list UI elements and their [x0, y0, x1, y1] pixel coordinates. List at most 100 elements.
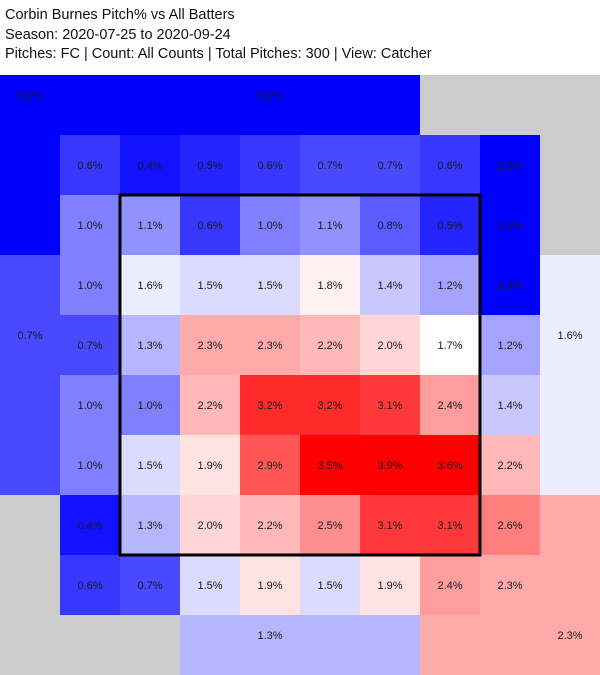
- chart-header: Corbin Burnes Pitch% vs All Batters Seas…: [5, 6, 432, 65]
- cell-label-r7-c5: 2.5%: [317, 520, 342, 532]
- heatmap-cell-r7-c8: [480, 495, 540, 555]
- heatmap-cell-r8-c8: [480, 555, 540, 615]
- cell-label-r1-c7: 0.6%: [437, 160, 462, 172]
- heatmap-cell-r8-c6: [360, 555, 420, 615]
- cell-label-r2-c7: 0.5%: [437, 220, 462, 232]
- outer-region-left: [0, 255, 60, 495]
- cell-label-r5-c5: 3.2%: [317, 400, 342, 412]
- heatmap-cell-r8-c3: [180, 555, 240, 615]
- cell-label-r8-c4: 1.9%: [257, 580, 282, 592]
- outer-region-bottom-right-part2: [540, 495, 600, 615]
- cell-label-r2-c8: 0.3%: [497, 220, 522, 232]
- heatmap-cell-r3-c4: [240, 255, 300, 315]
- heatmap-cell-r7-c1: [60, 495, 120, 555]
- cell-label-r3-c5: 1.8%: [317, 280, 342, 292]
- pitch-heatmap: 0.3% 0.3% 0.7% 1.6% 1.3% 2.3% 0.6% 0.4% 0.5% 0.6%…: [0, 75, 600, 675]
- cell-label-r2-c6: 0.8%: [377, 220, 402, 232]
- cell-label-r1-c8: 0.3%: [497, 160, 522, 172]
- cell-label-r6-c8: 2.2%: [497, 460, 522, 472]
- cell-label-r6-c2: 1.5%: [137, 460, 162, 472]
- heatmap-cell-r4-c8: [480, 315, 540, 375]
- heatmap-cell-r5-c1: [60, 375, 120, 435]
- heatmap-cell-r7-c7: [420, 495, 480, 555]
- cell-label-r5-c4: 3.2%: [257, 400, 282, 412]
- heatmap-cell-r2-c7: [420, 195, 480, 255]
- heatmap-cell-r2-c6: [360, 195, 420, 255]
- cell-label-r3-c2: 1.6%: [137, 280, 162, 292]
- cell-label-r5-c8: 1.4%: [497, 400, 522, 412]
- heatmap-cell-r5-c6: [360, 375, 420, 435]
- cell-label-r8-c3: 1.5%: [197, 580, 222, 592]
- heatmap-cell-r3-c5: [300, 255, 360, 315]
- outer-label-left: 0.7%: [17, 330, 42, 342]
- heatmap-cell-r2-c3: [180, 195, 240, 255]
- heatmap-cell-r4-c4: [240, 315, 300, 375]
- cell-label-r6-c6: 3.9%: [377, 460, 402, 472]
- heatmap-cell-r3-c3: [180, 255, 240, 315]
- cell-label-r7-c7: 3.1%: [437, 520, 462, 532]
- outer-region-bottom-right: [420, 615, 600, 675]
- cell-label-r7-c3: 2.0%: [197, 520, 222, 532]
- cell-label-r7-c8: 2.6%: [497, 520, 522, 532]
- outer-region-right: [540, 255, 600, 495]
- outer-region-bottom-center: [180, 615, 420, 675]
- cell-label-r4-c7: 1.7%: [437, 340, 462, 352]
- cell-label-r4-c6: 2.0%: [377, 340, 402, 352]
- heatmap-cell-r5-c4: [240, 375, 300, 435]
- outer-regions: [0, 75, 600, 675]
- chart-subtitle-details: Pitches: FC | Count: All Counts | Total …: [5, 46, 432, 62]
- heatmap-cell-r2-c8: [480, 195, 540, 255]
- heatmap-cell-r7-c4: [240, 495, 300, 555]
- cell-label-r6-c3: 1.9%: [197, 460, 222, 472]
- cell-label-r3-c4: 1.5%: [257, 280, 282, 292]
- heatmap-cell-r3-c8: [480, 255, 540, 315]
- heatmap-cell-r7-c6: [360, 495, 420, 555]
- heatmap-cell-r4-c1: [60, 315, 120, 375]
- heatmap-cell-r8-c4: [240, 555, 300, 615]
- heatmap-cell-r8-c2: [120, 555, 180, 615]
- cell-label-r1-c5: 0.7%: [317, 160, 342, 172]
- heatmap-cell-r5-c8: [480, 375, 540, 435]
- cell-label-r8-c5: 1.5%: [317, 580, 342, 592]
- outer-region-top-left: [0, 75, 420, 135]
- cell-label-r4-c2: 1.3%: [137, 340, 162, 352]
- heatmap-cell-r7-c3: [180, 495, 240, 555]
- cell-label-r8-c6: 1.9%: [377, 580, 402, 592]
- cell-label-r4-c1: 0.7%: [77, 340, 102, 352]
- heatmap-cell-r1-c2: [120, 135, 180, 195]
- outer-label-bottom-center: 1.3%: [257, 630, 282, 642]
- heatmap-cell-r5-c3: [180, 375, 240, 435]
- outer-label-top-left: 0.3%: [17, 90, 42, 102]
- heatmap-cell-r6-c4: [240, 435, 300, 495]
- cell-label-r3-c6: 1.4%: [377, 280, 402, 292]
- cell-label-r6-c4: 2.9%: [257, 460, 282, 472]
- cell-label-r1-c6: 0.7%: [377, 160, 402, 172]
- cell-label-r5-c7: 2.4%: [437, 400, 462, 412]
- cell-label-r4-c5: 2.2%: [317, 340, 342, 352]
- cell-label-r1-c2: 0.4%: [137, 160, 162, 172]
- heatmap-cell-r4-c5: [300, 315, 360, 375]
- cell-label-r8-c8: 2.3%: [497, 580, 522, 592]
- chart-title: Corbin Burnes Pitch% vs All Batters: [5, 7, 235, 23]
- heatmap-cell-r5-c2: [120, 375, 180, 435]
- heatmap-cell-r4-c6: [360, 315, 420, 375]
- heatmap-cell-r2-c1: [60, 195, 120, 255]
- cell-label-r8-c1: 0.6%: [77, 580, 102, 592]
- heatmap-cell-r1-c1: [60, 135, 120, 195]
- heatmap-cell-r4-c7: [420, 315, 480, 375]
- heatmap-cell-r2-c4: [240, 195, 300, 255]
- heatmap-cell-r8-c7: [420, 555, 480, 615]
- cell-label-r2-c5: 1.1%: [317, 220, 342, 232]
- cell-label-r1-c3: 0.5%: [197, 160, 222, 172]
- heatmap-cell-r1-c6: [360, 135, 420, 195]
- cell-label-r7-c2: 1.3%: [137, 520, 162, 532]
- cell-label-r6-c1: 1.0%: [77, 460, 102, 472]
- cell-label-r3-c8: 0.3%: [497, 280, 522, 292]
- heatmap-cell-r8-c5: [300, 555, 360, 615]
- heatmap-cell-r1-c4: [240, 135, 300, 195]
- outer-label-bottom-right: 2.3%: [557, 630, 582, 642]
- cell-label-r7-c6: 3.1%: [377, 520, 402, 532]
- cell-label-r5-c2: 1.0%: [137, 400, 162, 412]
- strike-zone: [118, 193, 482, 557]
- cell-label-r5-c6: 3.1%: [377, 400, 402, 412]
